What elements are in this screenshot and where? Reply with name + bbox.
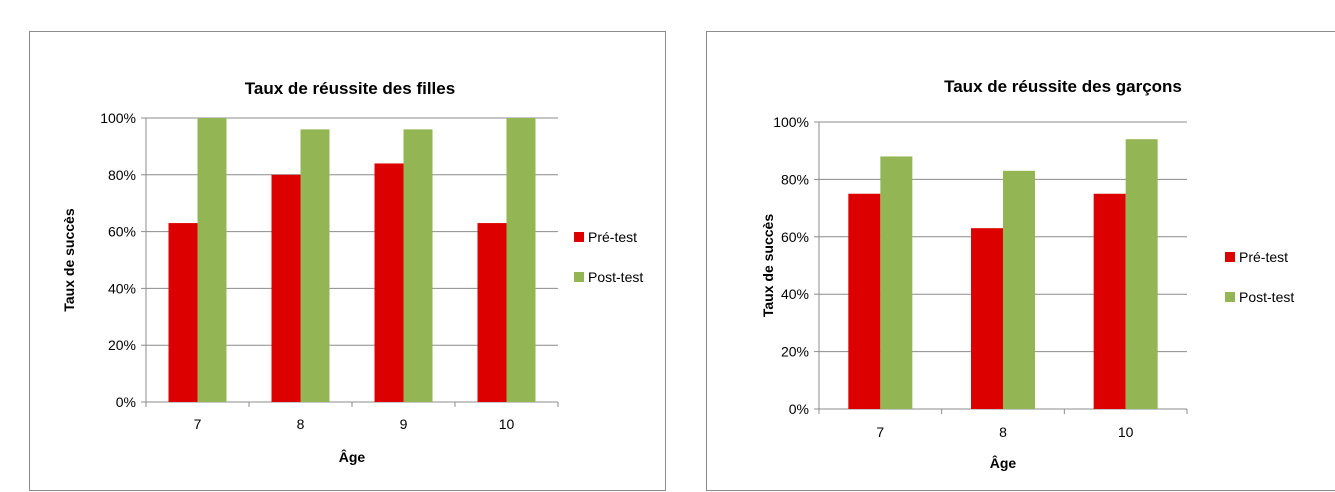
x-tick-label-7: 7 <box>876 424 884 440</box>
legend-swatch-pre-test <box>1225 252 1235 262</box>
bar-post-test-7 <box>880 156 913 409</box>
y-tick-label-2: 40% <box>108 280 136 296</box>
y-tick-label-3: 60% <box>781 229 809 245</box>
legend-label-post-test: Post-test <box>588 269 643 285</box>
bar-pre-test-9 <box>374 163 404 402</box>
bar-post-test-10 <box>1125 139 1158 409</box>
legend-swatch-pre-test <box>574 232 584 242</box>
x-tick-label-10: 10 <box>499 416 515 432</box>
y-tick-label-5: 100% <box>773 114 809 130</box>
bar-pre-test-10 <box>1093 193 1126 409</box>
y-tick-label-1: 20% <box>108 337 136 353</box>
y-axis-label: Taux de succès <box>760 214 776 317</box>
chart-title: Taux de réussite des filles <box>245 79 455 98</box>
x-tick-label-8: 8 <box>999 424 1007 440</box>
chart-title: Taux de réussite des garçons <box>944 77 1182 96</box>
y-tick-label-1: 20% <box>781 344 809 360</box>
bar-pre-test-7 <box>168 223 198 402</box>
bar-pre-test-8 <box>271 174 301 402</box>
chart-panel-girls: 0% 20% 40% 60% 80% 100% 7 8 9 10 Taux de réussite … <box>29 31 666 491</box>
y-axis-label: Taux de succès <box>61 208 77 311</box>
chart-panel-boys: 0% 20% 40% 60% 80% 100% 7 8 10 Taux de réussite d… <box>706 31 1335 491</box>
bar-post-test-8 <box>300 129 330 403</box>
x-tick-label-10: 10 <box>1118 424 1134 440</box>
y-tick-label-2: 40% <box>781 286 809 302</box>
y-tick-label-0: 0% <box>116 394 136 410</box>
legend-label-post-test: Post-test <box>1239 289 1294 305</box>
bar-pre-test-10 <box>477 223 507 402</box>
bar-pre-test-8 <box>971 228 1003 409</box>
y-tick-label-0: 0% <box>789 401 809 417</box>
y-tick-label-4: 80% <box>781 171 809 187</box>
legend-swatch-post-test <box>1225 292 1235 302</box>
bar-post-test-10 <box>506 118 536 402</box>
x-axis-label: Âge <box>990 454 1017 471</box>
legend-swatch-post-test <box>574 272 584 282</box>
x-tick-label-7: 7 <box>194 416 202 432</box>
bar-chart-girls: 0% 20% 40% 60% 80% 100% 7 8 9 10 Taux de réussite … <box>61 79 643 465</box>
bar-post-test-9 <box>403 129 433 403</box>
y-tick-label-4: 80% <box>108 167 136 183</box>
y-tick-label-5: 100% <box>100 110 136 126</box>
x-tick-label-9: 9 <box>400 416 408 432</box>
bar-chart-boys: 0% 20% 40% 60% 80% 100% 7 8 10 Taux de réussite d… <box>760 77 1294 471</box>
legend-label-pre-test: Pré-test <box>588 229 637 245</box>
x-tick-label-8: 8 <box>297 416 305 432</box>
bar-post-test-7 <box>197 118 227 402</box>
bar-pre-test-7 <box>848 193 881 409</box>
y-tick-label-3: 60% <box>108 224 136 240</box>
legend-label-pre-test: Pré-test <box>1239 249 1288 265</box>
x-axis-label: Âge <box>339 448 366 465</box>
bar-post-test-8 <box>1003 170 1035 409</box>
